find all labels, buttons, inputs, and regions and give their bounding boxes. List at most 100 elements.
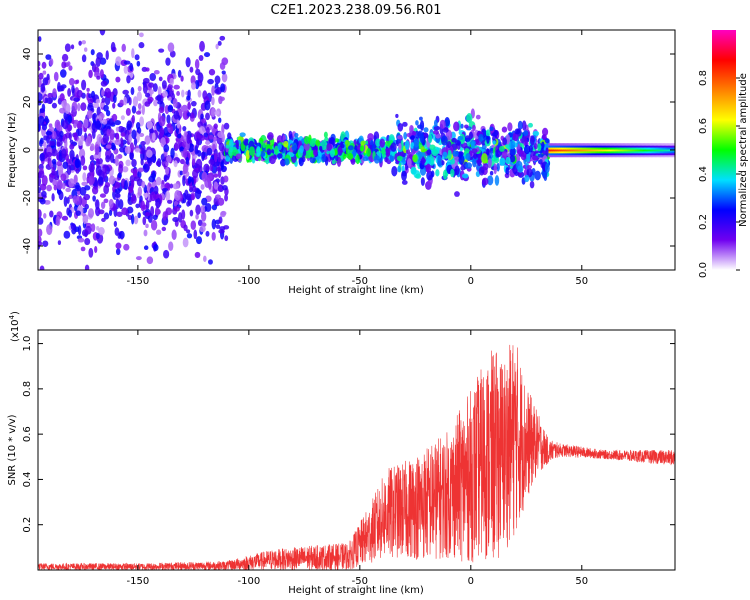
spectrogram-cell [669,145,672,148]
spectrogram-cell [632,152,635,156]
spectrogram-blob [117,172,122,179]
spectrogram-blob [103,104,109,112]
spectrogram-blob [499,157,506,166]
spectrogram-cell [609,147,612,150]
spectrogram-blob [60,173,67,182]
spectrogram-blob [496,162,500,172]
spectrogram-cell [656,143,659,146]
spectrogram-blob [80,102,87,111]
spectrogram-blob [523,144,531,155]
spectrogram-cell [659,143,662,146]
spectrogram-blob [544,138,550,144]
colorbar-tick-label: 0.8 [698,70,709,86]
spectrogram-blob [137,212,141,219]
spectrogram-blob [61,120,69,130]
spectrogram-cell [569,150,572,154]
spectrogram-cell [629,152,632,156]
spectrogram-blob [530,135,535,146]
spectrogram-blob [81,79,87,91]
spectrogram-cell [673,150,675,154]
spectrogram-blob [75,168,80,174]
spectrogram-blob [114,155,119,167]
spectrogram-blob [38,241,43,247]
spectrogram-blob [134,148,141,153]
spectrogram-cell [655,152,658,156]
spectrogram-blob [56,137,63,147]
spectrogram-cell [576,143,579,146]
spectrogram-cell [643,154,646,158]
spectrogram-cell [641,152,644,156]
spectrogram-blob [138,42,145,49]
spectrogram-cell [564,154,567,158]
spectrogram-cell [633,147,636,150]
spectrogram-blob [404,140,410,151]
spectrogram-blob [64,138,68,149]
spectrogram-blob [82,172,87,182]
spectrogram-blob [59,93,65,102]
spectrogram-blob [412,154,418,163]
spectrogram-cell [604,152,607,156]
spectrogram-blob [544,163,550,174]
spectrogram-cell [605,150,608,154]
spectrogram-blob [352,149,357,157]
spectrogram-blob [165,190,171,202]
snr-series-line [38,344,675,570]
spectrogram-cell [601,147,604,150]
spectrogram-cell [659,145,662,148]
spectrogram-blob [51,193,55,202]
spectrogram-cell [592,147,595,150]
spectrogram-blob [57,240,62,245]
spectrogram-cell [625,152,628,156]
spectrogram-blob [124,146,131,154]
spectrogram-blob [129,62,134,72]
spectrogram-cell [565,152,568,156]
spectrogram-cell [631,152,634,156]
spectrogram-cell [612,143,615,146]
spectrogram-cell [657,149,660,152]
spectrogram-cell [665,152,668,156]
spectrogram-blob [73,97,80,102]
spectrogram-blob [407,158,412,168]
spectrogram-blob [158,106,165,114]
spectrogram-blob [454,165,460,176]
spectrogram-cell [637,143,640,146]
spectrogram-blob [159,127,165,137]
spectrogram-blob [167,199,173,204]
spectrogram-cell [557,150,560,154]
spectrogram-blob [214,153,218,163]
spectrogram-blob [68,178,75,188]
spectrogram-blob [425,163,432,174]
spectrogram-blob [66,165,72,176]
spectrogram-cell [635,154,638,158]
spectrogram-cell [559,143,562,146]
spectrogram-blob [171,229,177,241]
spectrogram-cell [672,145,675,148]
spectrogram-blob [80,155,86,166]
spectrogram-cell [609,143,612,146]
spectrogram-cell [568,149,571,152]
spectrogram-blob [528,145,533,153]
spectrogram-blob [200,184,205,190]
spectrogram-cell [596,149,599,152]
spectrogram-y-tick-label: 20 [22,96,33,109]
spectrogram-blob [101,217,106,223]
spectrogram-cell [616,145,619,148]
spectrogram-cell [656,152,659,156]
spectrogram-cell [611,145,614,148]
spectrogram-cell [591,150,594,154]
spectrogram-cell [623,154,626,158]
spectrogram-cell [564,143,567,146]
spectrogram-blob [77,138,84,146]
spectrogram-cell [645,154,648,158]
spectrogram-blob [223,175,229,183]
spectrogram-cell [560,147,563,150]
spectrogram-cell [597,152,600,156]
spectrogram-cell [599,154,602,158]
spectrogram-cell [605,143,608,146]
spectrogram-blob [116,211,123,217]
spectrogram-blob [211,96,215,106]
spectrogram-blob [521,120,527,131]
spectrogram-blob [367,133,374,142]
spectrogram-cell [580,143,583,146]
spectrogram-blob [75,79,80,84]
